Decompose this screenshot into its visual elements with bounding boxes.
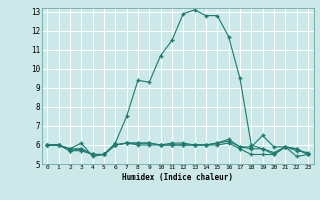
X-axis label: Humidex (Indice chaleur): Humidex (Indice chaleur) bbox=[122, 173, 233, 182]
